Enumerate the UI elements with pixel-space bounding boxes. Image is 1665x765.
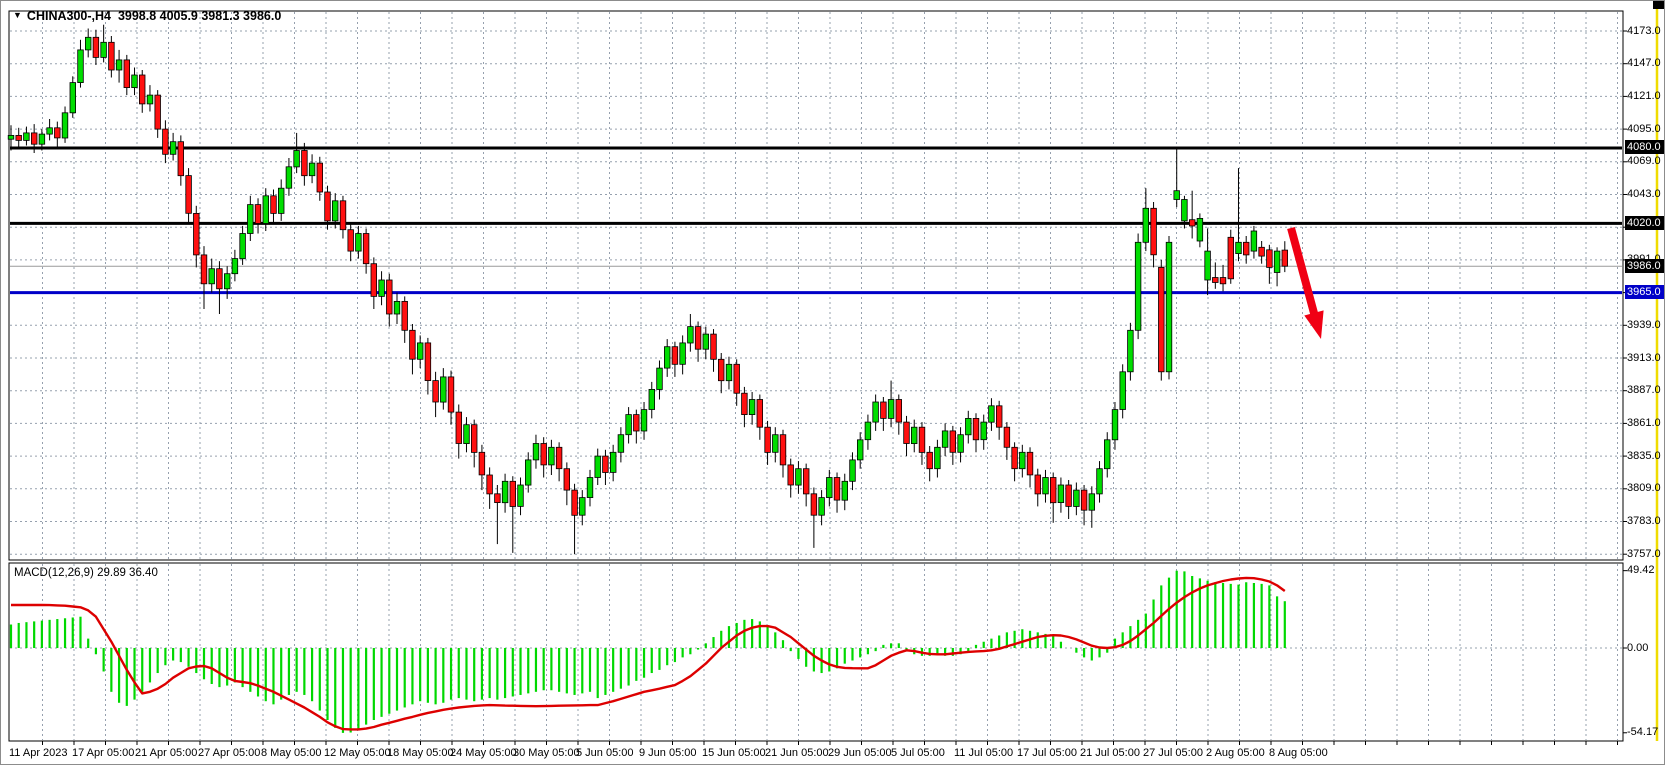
time-axis-label: 30 May 05:00 bbox=[513, 747, 580, 759]
price-level-label-3965.0: 3965.0 bbox=[1625, 285, 1664, 300]
time-axis-label: 9 Jun 05:00 bbox=[639, 747, 697, 759]
price-axis-label: 3939.0 bbox=[1627, 318, 1661, 331]
price-axis-label: 4121.0 bbox=[1627, 89, 1661, 102]
macd-axis-label: -54.17 bbox=[1627, 726, 1659, 739]
time-axis-label: 27 Jul 05:00 bbox=[1143, 747, 1203, 759]
time-axis-label: 15 Jun 05:00 bbox=[702, 747, 766, 759]
time-axis-label: 24 May 05:00 bbox=[450, 747, 517, 759]
time-axis-label: 17 Apr 05:00 bbox=[72, 747, 135, 759]
time-axis-label: 8 May 05:00 bbox=[261, 747, 322, 759]
time-axis-label: 8 Aug 05:00 bbox=[1269, 747, 1328, 759]
ohlc-values: 3998.8 4005.9 3981.3 3986.0 bbox=[117, 9, 282, 23]
price-axis-label: 4069.0 bbox=[1627, 155, 1661, 168]
price-axis-label: 3887.0 bbox=[1627, 384, 1661, 397]
price-axis-label: 3809.0 bbox=[1627, 482, 1661, 495]
macd-signal-line bbox=[11, 576, 1286, 731]
price-axis-label: 4095.0 bbox=[1627, 122, 1661, 135]
time-axis-label: 5 Jul 05:00 bbox=[891, 747, 945, 759]
chart-title: ▼ CHINA300-,H4 3998.8 4005.9 3981.3 3986.… bbox=[13, 9, 281, 23]
time-axis-label: 21 Apr 05:00 bbox=[135, 747, 198, 759]
price-axis-label: 3783.0 bbox=[1627, 515, 1661, 527]
price-axis-label: 3861.0 bbox=[1627, 416, 1661, 429]
time-axis-label: 12 May 05:00 bbox=[324, 747, 391, 759]
chevron-down-icon[interactable]: ▼ bbox=[13, 10, 22, 20]
price-axis-label: 3757.0 bbox=[1627, 547, 1661, 560]
symbol-timeframe-label: CHINA300-,H4 bbox=[26, 9, 111, 23]
price-axis-label: 3913.0 bbox=[1627, 351, 1661, 364]
corner-box bbox=[1653, 1, 1664, 9]
time-axis-label: 5 Jun 05:00 bbox=[576, 747, 634, 759]
price-axis-label: 3835.0 bbox=[1627, 449, 1661, 462]
price-level-label-3986.0: 3986.0 bbox=[1625, 258, 1664, 273]
macd-axis-label: 49.42 bbox=[1627, 564, 1655, 577]
trend-arrow-annotation[interactable] bbox=[1287, 226, 1324, 339]
price-level-label-4080.0: 4080.0 bbox=[1625, 140, 1664, 155]
time-axis-label: 11 Jul 05:00 bbox=[954, 747, 1014, 759]
time-axis-label: 2 Aug 05:00 bbox=[1206, 747, 1265, 759]
price-axis-label: 4043.0 bbox=[1627, 188, 1661, 200]
time-axis-label: 11 Apr 2023 bbox=[9, 747, 68, 759]
time-axis-label: 17 Jul 05:00 bbox=[1017, 747, 1077, 759]
time-axis-label: 21 Jun 05:00 bbox=[765, 747, 829, 759]
time-axis-label: 27 Apr 05:00 bbox=[198, 747, 261, 759]
price-axis-label: 4147.0 bbox=[1627, 57, 1661, 70]
time-axis-label: 21 Jul 05:00 bbox=[1080, 747, 1140, 759]
time-axis-label: 18 May 05:00 bbox=[387, 747, 454, 759]
price-axis-label: 4173.0 bbox=[1627, 24, 1661, 37]
time-axis-label: 29 Jun 05:00 bbox=[828, 747, 892, 759]
price-level-label-4020.0: 4020.0 bbox=[1625, 215, 1664, 230]
macd-axis-label: 0.00 bbox=[1627, 641, 1649, 654]
macd-indicator-label: MACD(12,26,9) 29.89 36.40 bbox=[14, 567, 158, 579]
